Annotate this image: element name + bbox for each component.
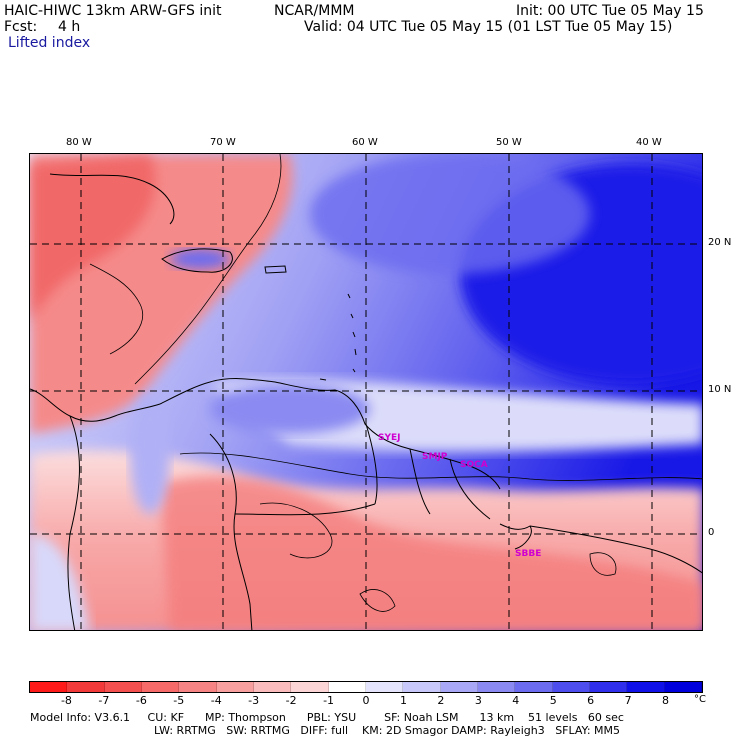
- colorbar-segment: [179, 682, 217, 692]
- colorbar-tick-label: -4: [210, 694, 222, 707]
- contours: [89, 154, 702, 612]
- forecast-label: Fcst:: [4, 19, 38, 35]
- colorbar-tick-label: -7: [98, 694, 110, 707]
- colorbar-segment: [664, 682, 702, 692]
- pacific-stable-patch: [30, 534, 90, 630]
- unstable-core-nw: [30, 154, 156, 324]
- station-soca: SOCA: [460, 460, 488, 470]
- colorbar-segment: [627, 682, 665, 692]
- colorbar-tick-label: 7: [624, 694, 632, 707]
- stable-band: [310, 154, 590, 274]
- colorbar-tick-label: 4: [512, 694, 520, 707]
- colorbar-tick-label: -5: [173, 694, 185, 707]
- colorbar-segment: [253, 682, 292, 692]
- colorbar-tick-label: 8: [662, 694, 670, 707]
- model-info-line2: LW: RRTMG SW: RRTMG DIFF: full KM: 2D Sm…: [154, 724, 620, 737]
- colorbar: [29, 681, 703, 693]
- lon-label-50w: 50 W: [496, 137, 522, 148]
- colorbar-tick-label: -1: [323, 694, 335, 707]
- colorbar-segment: [67, 682, 105, 692]
- station-syej: SYEJ: [378, 433, 401, 443]
- colorbar-segment: [365, 682, 404, 692]
- station-sbbe: SBBE: [515, 549, 542, 559]
- field-name: Lifted index: [8, 35, 91, 51]
- init-time: Init: 00 UTC Tue 05 May 15: [516, 3, 704, 19]
- graticule: [30, 154, 702, 630]
- colorbar-tick-label: 3: [474, 694, 482, 707]
- colorbar-segment: [216, 682, 254, 692]
- lifted-index-map: SYEJ SMJP SOCA SBBE: [29, 153, 703, 631]
- colorbar-tick-label: 0: [362, 694, 370, 707]
- forecast-hour: 4 h: [58, 19, 81, 35]
- colorbar-tick-label: 2: [437, 694, 445, 707]
- colombia-stable-strip: [130, 394, 170, 514]
- colorbar-tick-label: 5: [549, 694, 557, 707]
- org-label: NCAR/MMM: [274, 3, 355, 19]
- colorbar-tick-label: -3: [248, 694, 260, 707]
- colorbar-tick-label: -8: [60, 694, 72, 707]
- colorbar-tick-label: -6: [135, 694, 147, 707]
- lat-label-20n: 20 N: [708, 237, 732, 248]
- colorbar-segment: [552, 682, 590, 692]
- colorbar-unit: °C: [694, 694, 706, 705]
- lon-label-40w: 40 W: [636, 137, 662, 148]
- model-title: HAIC-HIWC 13km ARW-GFS init: [4, 3, 222, 19]
- colorbar-tick-label: 1: [399, 694, 407, 707]
- colorbar-segment: [141, 682, 180, 692]
- colorbar-segment: [104, 682, 142, 692]
- hispaniola-stable-patch: [170, 249, 230, 269]
- coastlines: [30, 173, 702, 630]
- colorbar-segment: [403, 682, 441, 692]
- colorbar-segment: [515, 682, 553, 692]
- colorbar-tick-label: 6: [587, 694, 595, 707]
- colorbar-segment: [440, 682, 478, 692]
- colorbar-segment: [589, 682, 628, 692]
- colorbar-segment: [328, 682, 366, 692]
- station-smjp: SMJP: [422, 452, 448, 462]
- valid-time: Valid: 04 UTC Tue 05 May 15 (01 LST Tue …: [304, 19, 673, 35]
- lon-label-80w: 80 W: [66, 137, 92, 148]
- venezuela-stable-patch: [210, 384, 370, 434]
- map-canvas: [30, 154, 702, 630]
- lat-label-equator: 0: [708, 527, 715, 538]
- lon-label-60w: 60 W: [352, 137, 378, 148]
- lon-label-70w: 70 W: [210, 137, 236, 148]
- model-info-line1: Model Info: V3.6.1 CU: KF MP: Thompson P…: [30, 711, 624, 724]
- lat-label-10n: 10 N: [708, 384, 732, 395]
- colorbar-segment: [291, 682, 329, 692]
- colorbar-segment: [30, 682, 68, 692]
- colorbar-segment: [477, 682, 516, 692]
- colorbar-tick-label: -2: [285, 694, 297, 707]
